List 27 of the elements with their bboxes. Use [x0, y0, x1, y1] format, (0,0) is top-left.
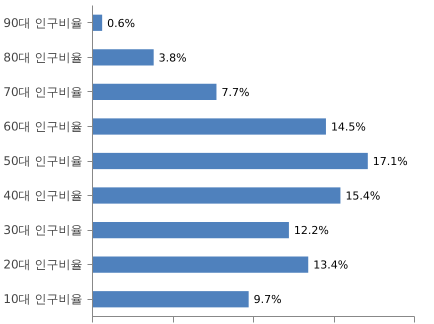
bar [92, 222, 289, 238]
y-tick-label: 70대 인구비율 [3, 84, 83, 99]
data-label: 9.7% [254, 293, 282, 306]
data-label: 3.8% [158, 51, 187, 64]
bar [92, 14, 102, 31]
data-label: 0.6% [107, 16, 136, 30]
y-tick-label: 20대 인구비율 [3, 258, 83, 272]
data-label: 17.1% [372, 155, 408, 168]
data-label: 12.2% [294, 224, 329, 238]
y-tick-label: 90대 인구비율 [3, 16, 83, 30]
y-tick-label: 60대 인구비율 [3, 119, 83, 134]
data-label: 7.7% [221, 86, 250, 99]
bar [92, 49, 154, 66]
bar [92, 152, 368, 170]
y-tick-label: 80대 인구비율 [3, 50, 83, 64]
y-tick-label: 40대 인구비율 [3, 188, 83, 203]
y-tick-label: 50대 인구비율 [3, 154, 83, 168]
bar [92, 187, 340, 204]
bar [92, 256, 308, 273]
data-label: 14.5% [330, 120, 366, 134]
data-label: 15.4% [345, 190, 380, 203]
y-tick-label: 10대 인구비율 [3, 292, 83, 306]
bar [92, 118, 326, 135]
y-tick-label: 30대 인구비율 [3, 223, 83, 238]
bar [92, 84, 216, 100]
bar [92, 291, 249, 308]
data-label: 13.4% [313, 258, 348, 272]
